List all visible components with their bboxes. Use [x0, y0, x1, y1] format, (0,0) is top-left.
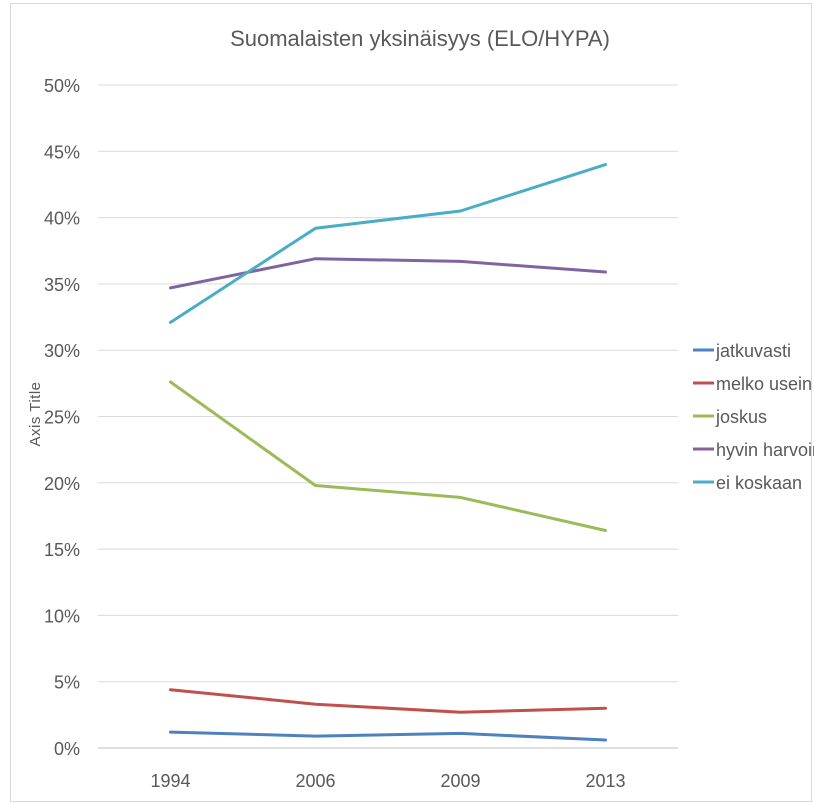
y-tick-label: 35% [44, 275, 80, 295]
y-tick-label: 25% [44, 408, 80, 428]
y-tick-label: 30% [44, 341, 80, 361]
y-tick-label: 20% [44, 474, 80, 494]
y-tick-labels: 0% 5% 10% 15% 20% 25% 30% 35% 40% 45% 50% [44, 76, 80, 759]
series-line-jatkuvasti [169, 730, 607, 742]
x-tick-label: 1994 [150, 771, 190, 791]
legend: jatkuvasti melko usein joskus hyvin harvoin… [693, 341, 814, 493]
y-tick-label: 10% [44, 606, 80, 626]
y-tick-label: 45% [44, 142, 80, 162]
x-tick-label: 2013 [585, 771, 625, 791]
chart-title: Suomalaisten yksinäisyys (ELO/HYPA) [230, 26, 610, 51]
series-line-melko-usein [169, 688, 607, 714]
series-line-ei-koskaan [169, 163, 607, 324]
y-tick-label: 50% [44, 76, 80, 96]
legend-label: jatkuvasti [715, 341, 791, 361]
x-tick-label: 2006 [295, 771, 335, 791]
y-tick-label: 40% [44, 209, 80, 229]
x-tick-label: 2009 [440, 771, 480, 791]
y-axis-title: Axis Title [27, 381, 44, 446]
y-tick-label: 5% [54, 673, 80, 693]
legend-label: joskus [715, 407, 767, 427]
series-lines [169, 163, 607, 742]
legend-label: hyvin harvoin [716, 440, 814, 460]
series-line-joskus [169, 380, 607, 532]
legend-label: melko usein [716, 374, 812, 394]
chart-frame [10, 3, 812, 802]
series-line-hyvin-harvoin [169, 257, 607, 290]
y-tick-label: 0% [54, 739, 80, 759]
x-tick-labels: 1994 2006 2009 2013 [150, 771, 625, 791]
legend-label: ei koskaan [716, 473, 802, 493]
gridlines [98, 84, 678, 749]
y-tick-label: 15% [44, 540, 80, 560]
